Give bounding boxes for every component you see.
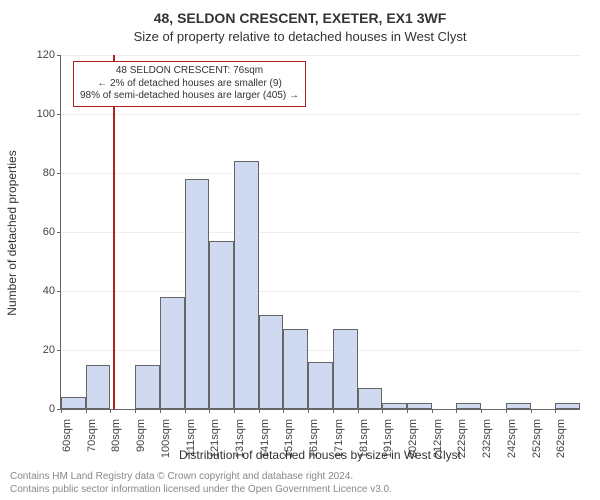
x-tick-mark — [308, 409, 309, 413]
histogram-bar — [407, 403, 432, 409]
y-tick-mark — [57, 350, 61, 351]
gridline — [61, 232, 580, 233]
x-tick-mark — [110, 409, 111, 413]
x-tick-mark — [209, 409, 210, 413]
x-tick-mark — [481, 409, 482, 413]
annotation-line-2: ← 2% of detached houses are smaller (9) — [80, 78, 299, 91]
histogram-bar — [185, 179, 210, 409]
property-marker-line — [113, 55, 115, 409]
histogram-bar — [382, 403, 407, 409]
x-tick-mark — [135, 409, 136, 413]
histogram-bar — [234, 161, 259, 409]
histogram-bar — [456, 403, 481, 409]
y-tick-mark — [57, 114, 61, 115]
x-axis-label: Distribution of detached houses by size … — [60, 448, 580, 462]
annotation-line-1: 48 SELDON CRESCENT: 76sqm — [80, 65, 299, 78]
gridline — [61, 55, 580, 56]
x-tick-mark — [506, 409, 507, 413]
footer-attribution: Contains HM Land Registry data © Crown c… — [10, 471, 392, 496]
x-tick-mark — [382, 409, 383, 413]
x-tick-mark — [456, 409, 457, 413]
page-subtitle: Size of property relative to detached ho… — [0, 29, 600, 44]
gridline — [61, 350, 580, 351]
x-tick-mark — [333, 409, 334, 413]
x-tick-mark — [61, 409, 62, 413]
x-tick-mark — [234, 409, 235, 413]
property-annotation-box: 48 SELDON CRESCENT: 76sqm ← 2% of detach… — [73, 61, 306, 107]
histogram-bar — [259, 315, 284, 409]
x-tick-mark — [283, 409, 284, 413]
annotation-line-3: 98% of semi-detached houses are larger (… — [80, 90, 299, 103]
histogram-bar — [308, 362, 333, 409]
histogram-bar — [333, 329, 358, 409]
histogram-bar — [160, 297, 185, 409]
x-tick-mark — [432, 409, 433, 413]
histogram-plot: 48 SELDON CRESCENT: 76sqm ← 2% of detach… — [60, 55, 580, 410]
x-tick-label: 60sqm — [61, 415, 73, 452]
x-tick-mark — [86, 409, 87, 413]
x-tick-label: 80sqm — [110, 415, 122, 452]
x-tick-label: 90sqm — [135, 415, 147, 452]
histogram-bar — [555, 403, 580, 409]
gridline — [61, 173, 580, 174]
y-tick-mark — [57, 55, 61, 56]
histogram-bar — [135, 365, 160, 409]
histogram-bar — [283, 329, 308, 409]
histogram-bar — [61, 397, 86, 409]
x-tick-label: 70sqm — [86, 415, 98, 452]
chart-area: 48 SELDON CRESCENT: 76sqm ← 2% of detach… — [60, 55, 580, 410]
x-tick-mark — [407, 409, 408, 413]
x-tick-mark — [531, 409, 532, 413]
y-tick-mark — [57, 232, 61, 233]
y-tick-mark — [57, 291, 61, 292]
footer-line-1: Contains HM Land Registry data © Crown c… — [10, 471, 392, 484]
x-tick-mark — [160, 409, 161, 413]
gridline — [61, 291, 580, 292]
x-tick-mark — [259, 409, 260, 413]
histogram-bar — [86, 365, 111, 409]
gridline — [61, 114, 580, 115]
histogram-bar — [209, 241, 234, 409]
y-tick-mark — [57, 173, 61, 174]
x-tick-mark — [555, 409, 556, 413]
histogram-bar — [506, 403, 531, 409]
page-title: 48, SELDON CRESCENT, EXETER, EX1 3WF — [0, 10, 600, 27]
footer-line-2: Contains public sector information licen… — [10, 484, 392, 497]
x-tick-mark — [185, 409, 186, 413]
x-tick-mark — [358, 409, 359, 413]
y-axis-label: Number of detached properties — [5, 150, 19, 315]
histogram-bar — [358, 388, 383, 409]
